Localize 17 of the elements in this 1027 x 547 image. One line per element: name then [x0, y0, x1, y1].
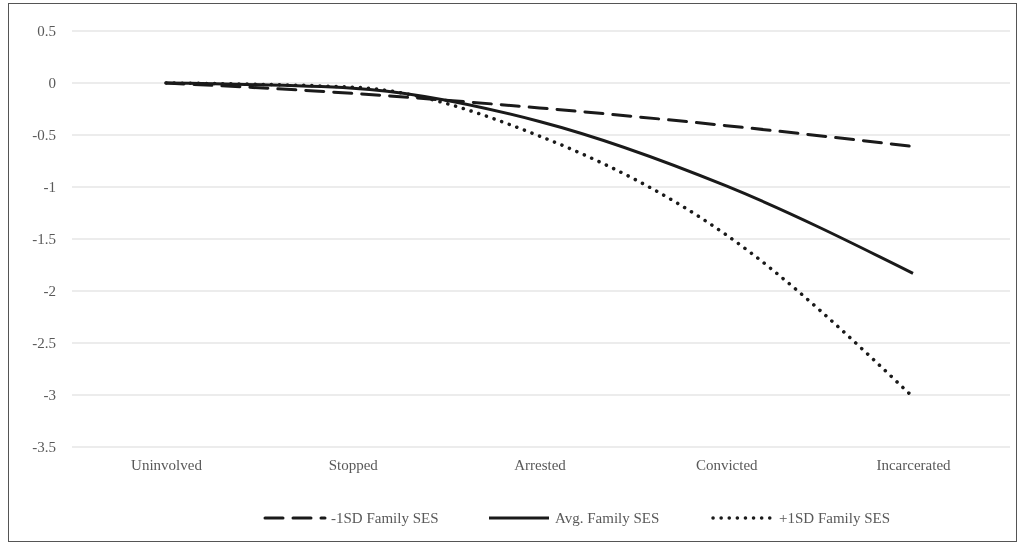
y-tick-label: -2: [43, 283, 56, 300]
legend-label: +1SD Family SES: [779, 510, 890, 526]
x-tick-label: Convicted: [695, 456, 759, 473]
y-tick-label: -3: [43, 387, 56, 404]
y-tick-label: -1.5: [32, 231, 56, 248]
x-tick-label: Arrested: [514, 456, 567, 473]
y-tick-label: 0.5: [37, 23, 56, 40]
x-tick-label: Incarcerated: [876, 456, 952, 473]
x-tick-label: Stopped: [328, 456, 379, 473]
y-tick-label: 0: [48, 75, 56, 92]
legend-label: -1SD Family SES: [331, 510, 439, 526]
y-tick-label: -3.5: [32, 439, 56, 456]
y-tick-label: -2.5: [32, 335, 56, 352]
legend-label: Avg. Family SES: [555, 510, 660, 526]
y-tick-label: -1: [43, 179, 56, 196]
y-tick-label: -0.5: [32, 127, 56, 144]
x-tick-label: Uninvolved: [131, 456, 203, 473]
